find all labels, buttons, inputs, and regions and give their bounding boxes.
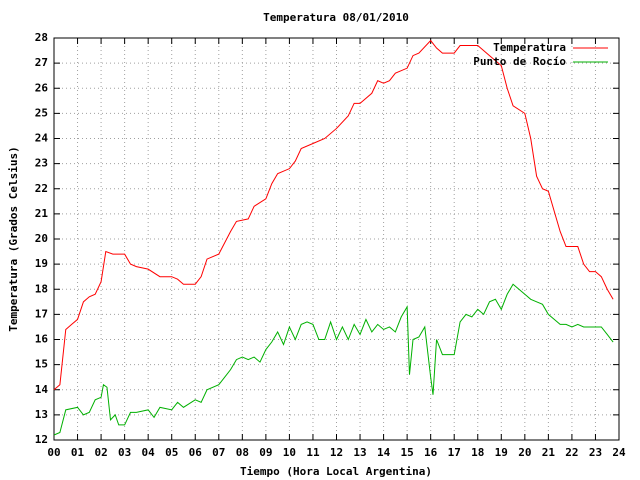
y-tick-label: 22 bbox=[35, 182, 48, 195]
y-axis-label: Temperatura (Grados Celsius) bbox=[7, 146, 20, 331]
x-tick-label: 16 bbox=[424, 446, 438, 459]
x-tick-label: 19 bbox=[495, 446, 508, 459]
y-tick-label: 26 bbox=[35, 81, 49, 94]
plot-border bbox=[53, 37, 620, 441]
y-tick-label: 24 bbox=[35, 132, 49, 145]
y-tick-label: 17 bbox=[35, 307, 48, 320]
x-tick-label: 20 bbox=[518, 446, 531, 459]
x-tick-label: 07 bbox=[212, 446, 225, 459]
y-tick-label: 28 bbox=[35, 31, 48, 44]
x-axis-label: Tiempo (Hora Local Argentina) bbox=[240, 465, 432, 478]
y-tick-label: 13 bbox=[35, 408, 48, 421]
x-tick-label: 18 bbox=[471, 446, 484, 459]
y-tick-label: 23 bbox=[35, 157, 48, 170]
x-tick-label: 03 bbox=[118, 446, 131, 459]
x-tick-label: 00 bbox=[47, 446, 60, 459]
x-tick-label: 17 bbox=[448, 446, 461, 459]
y-tick-label: 15 bbox=[35, 358, 48, 371]
y-tick-label: 14 bbox=[35, 383, 49, 396]
x-tick-label: 06 bbox=[189, 446, 203, 459]
x-tick-label: 11 bbox=[306, 446, 320, 459]
y-tick-label: 20 bbox=[35, 232, 48, 245]
series-line bbox=[53, 39, 614, 391]
series-line bbox=[53, 283, 614, 436]
y-tick-label: 25 bbox=[35, 106, 48, 119]
x-tick-label: 12 bbox=[330, 446, 343, 459]
legend-label: Temperatura bbox=[493, 41, 566, 54]
y-tick-label: 21 bbox=[35, 207, 49, 220]
x-tick-label: 01 bbox=[71, 446, 85, 459]
x-tick-label: 02 bbox=[94, 446, 107, 459]
x-tick-label: 13 bbox=[353, 446, 366, 459]
chart-title: Temperatura 08/01/2010 bbox=[263, 11, 409, 24]
x-tick-label: 24 bbox=[612, 446, 626, 459]
y-tick-label: 18 bbox=[35, 282, 48, 295]
y-tick-label: 16 bbox=[35, 333, 49, 346]
x-tick-label: 09 bbox=[259, 446, 272, 459]
x-tick-label: 21 bbox=[542, 446, 556, 459]
x-tick-label: 23 bbox=[589, 446, 602, 459]
x-tick-label: 08 bbox=[236, 446, 249, 459]
x-tick-label: 04 bbox=[142, 446, 156, 459]
x-tick-label: 15 bbox=[401, 446, 414, 459]
x-tick-label: 05 bbox=[165, 446, 178, 459]
y-tick-label: 27 bbox=[35, 56, 48, 69]
x-tick-label: 14 bbox=[377, 446, 391, 459]
y-tick-label: 19 bbox=[35, 257, 48, 270]
x-tick-label: 22 bbox=[565, 446, 578, 459]
x-tick-label: 10 bbox=[283, 446, 296, 459]
legend-label: Punto de Rocío bbox=[473, 55, 566, 68]
y-tick-label: 12 bbox=[35, 433, 48, 446]
